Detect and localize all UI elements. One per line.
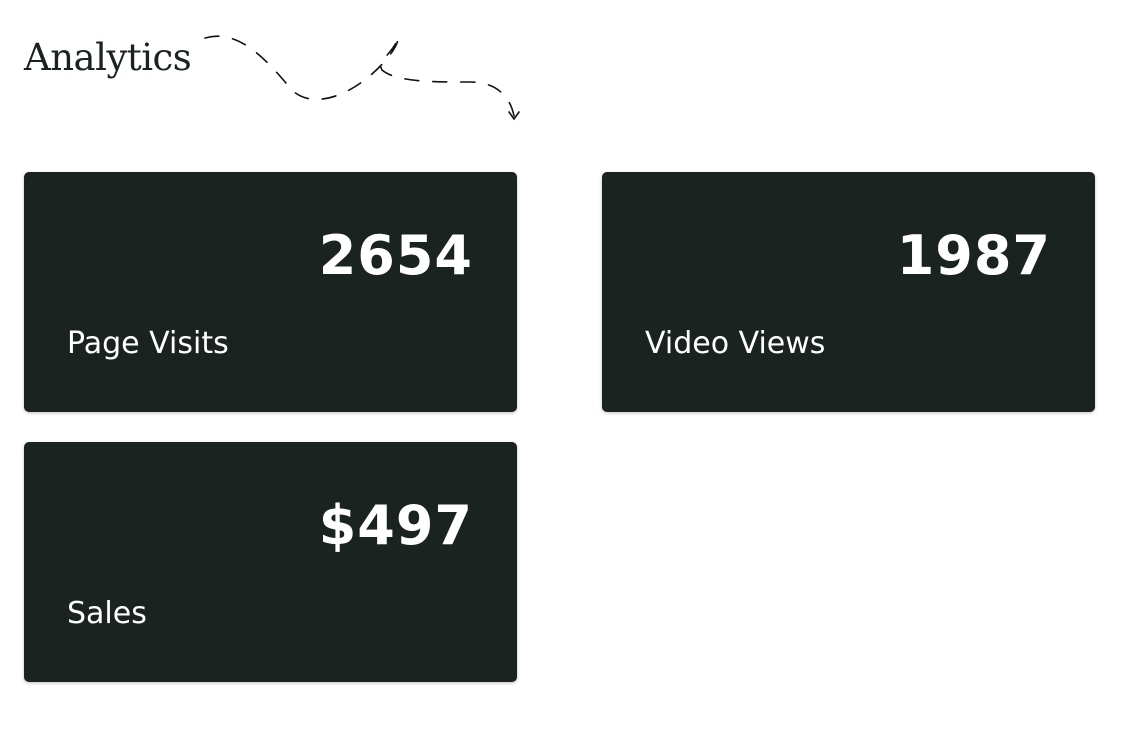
dashed-arrow-doodle (204, 35, 520, 121)
arrow-head-icon (508, 111, 520, 121)
sales-value: $497 (318, 494, 473, 557)
page-title: Analytics (24, 36, 192, 79)
video-views-value: 1987 (896, 224, 1051, 287)
sales-label: Sales (67, 596, 147, 631)
page-visits-label: Page Visits (67, 326, 229, 361)
page-visits-card: 2654 Page Visits (24, 172, 517, 412)
sales-card: $497 Sales (24, 442, 517, 682)
video-views-card: 1987 Video Views (602, 172, 1095, 412)
video-views-label: Video Views (645, 326, 826, 361)
page-visits-value: 2654 (318, 224, 473, 287)
